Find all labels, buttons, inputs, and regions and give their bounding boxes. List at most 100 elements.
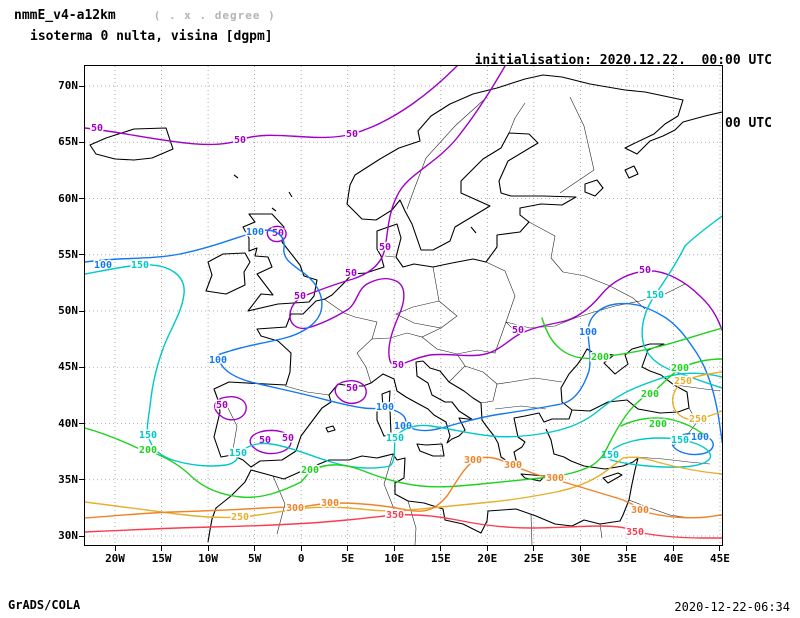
lat-tick bbox=[79, 254, 84, 256]
country-border bbox=[672, 407, 698, 447]
lon-tick-label: 35E bbox=[616, 552, 637, 565]
country-border bbox=[635, 456, 711, 465]
contour-label-200: 200 bbox=[591, 352, 609, 363]
contour-line-50 bbox=[334, 380, 367, 405]
country-border bbox=[384, 255, 396, 258]
contour-label-300: 300 bbox=[321, 498, 339, 509]
contour-label-50: 50 bbox=[379, 242, 391, 253]
contour-line-100 bbox=[85, 229, 722, 443]
lat-tick-label: 70N bbox=[58, 79, 78, 92]
contour-line-150 bbox=[85, 264, 722, 469]
contour-line-50 bbox=[214, 396, 247, 421]
contour-label-150: 150 bbox=[229, 448, 247, 459]
country-border bbox=[528, 221, 564, 273]
country-border bbox=[406, 96, 488, 210]
country-border bbox=[371, 327, 442, 340]
lon-tick-label: 10E bbox=[384, 552, 405, 565]
contour-label-50: 50 bbox=[392, 360, 404, 371]
lon-tick-label: 40E bbox=[663, 552, 684, 565]
lon-tick-label: 5W bbox=[247, 552, 262, 565]
contour-line-250 bbox=[671, 371, 722, 421]
lon-tick bbox=[533, 546, 535, 551]
coastline bbox=[89, 127, 174, 161]
contour-line-200 bbox=[85, 358, 722, 499]
contour-label-300: 300 bbox=[286, 503, 304, 514]
contour-label-150: 150 bbox=[671, 435, 689, 446]
contour-line-250 bbox=[85, 456, 722, 519]
contour-label-50: 50 bbox=[346, 129, 358, 140]
lon-tick bbox=[300, 546, 302, 551]
contour-label-50: 50 bbox=[512, 325, 524, 336]
lon-tick-label: 15W bbox=[151, 552, 172, 565]
lat-tick-label: 45N bbox=[58, 360, 78, 374]
contour-label-200: 200 bbox=[649, 419, 667, 430]
contour-label-50: 50 bbox=[294, 291, 306, 302]
lat-tick-label: 65N bbox=[58, 135, 78, 149]
contour-label-50: 50 bbox=[91, 123, 103, 134]
country-border bbox=[284, 385, 330, 396]
coastline bbox=[370, 360, 474, 444]
contour-line-50 bbox=[266, 225, 287, 243]
contour-label-150: 150 bbox=[386, 433, 404, 444]
lon-tick-label: 5E bbox=[341, 552, 355, 565]
lon-tick bbox=[114, 546, 116, 551]
country-border bbox=[224, 401, 238, 456]
contour-label-200: 200 bbox=[301, 465, 319, 476]
country-border bbox=[383, 453, 395, 510]
country-border bbox=[464, 365, 563, 385]
contour-label-250: 250 bbox=[231, 512, 249, 523]
coastline bbox=[422, 360, 573, 465]
lon-tick-label: 20E bbox=[477, 552, 498, 565]
contour-label-300: 300 bbox=[504, 460, 522, 471]
field-title: isoterma 0 nulta, visina [dgpm] bbox=[30, 29, 273, 44]
country-border bbox=[628, 499, 691, 519]
map-plot-area: 50 50 50 50 50 50 50 50 50 50 50 50 50 50 100 100 100 100… bbox=[84, 65, 723, 546]
country-border bbox=[407, 500, 417, 545]
header-model-line: nmmE_v4-a12km ( . x . degree ) bbox=[14, 8, 276, 23]
lon-tick bbox=[719, 546, 721, 551]
country-border bbox=[530, 514, 533, 545]
lon-tick bbox=[161, 546, 163, 551]
contour-label-300: 300 bbox=[546, 473, 564, 484]
lon-tick-label: 20W bbox=[105, 552, 125, 565]
lat-tick-label: 30N bbox=[58, 529, 78, 542]
contour-label-150: 150 bbox=[131, 260, 149, 271]
init-time-label: initialisation: 2020.12.22. 00:00 UTC bbox=[474, 53, 772, 68]
lat-tick-label: 50N bbox=[58, 304, 78, 317]
contour-label-50: 50 bbox=[282, 433, 294, 444]
contour-line-150 bbox=[605, 437, 712, 468]
lat-tick bbox=[79, 85, 84, 87]
contour-label-100: 100 bbox=[246, 227, 264, 238]
lon-tick bbox=[579, 546, 581, 551]
contour-label-50: 50 bbox=[639, 265, 651, 276]
creation-timestamp: 2020-12-22-06:34 bbox=[674, 600, 790, 614]
contour-line-100 bbox=[671, 432, 714, 456]
lon-tick bbox=[626, 546, 628, 551]
contour-label-150: 150 bbox=[139, 430, 157, 441]
contour-label-150: 150 bbox=[646, 290, 664, 301]
lon-tick bbox=[254, 546, 256, 551]
contour-line-50 bbox=[249, 429, 292, 455]
country-border bbox=[432, 266, 440, 302]
lon-tick-label: 0 bbox=[297, 552, 305, 565]
country-border bbox=[323, 298, 378, 384]
contour-label-50: 50 bbox=[345, 268, 357, 279]
contour-label-100: 100 bbox=[691, 432, 709, 443]
coastline bbox=[560, 343, 690, 414]
contour-label-350: 350 bbox=[626, 527, 644, 538]
contour-label-100: 100 bbox=[376, 402, 394, 413]
contour-label-350: 350 bbox=[386, 510, 404, 521]
contour-line-50 bbox=[289, 66, 722, 366]
grads-credit: GrADS/COLA bbox=[8, 598, 81, 612]
country-border bbox=[485, 261, 519, 335]
lon-tick bbox=[486, 546, 488, 551]
contour-line-300 bbox=[85, 456, 722, 519]
contour-label-150: 150 bbox=[601, 450, 619, 461]
model-name: nmmE_v4-a12km bbox=[14, 8, 116, 23]
contour-label-250: 250 bbox=[689, 414, 707, 425]
coastline bbox=[207, 428, 639, 543]
country-border bbox=[559, 96, 595, 194]
lat-tick bbox=[79, 423, 84, 424]
coastline bbox=[584, 165, 639, 197]
